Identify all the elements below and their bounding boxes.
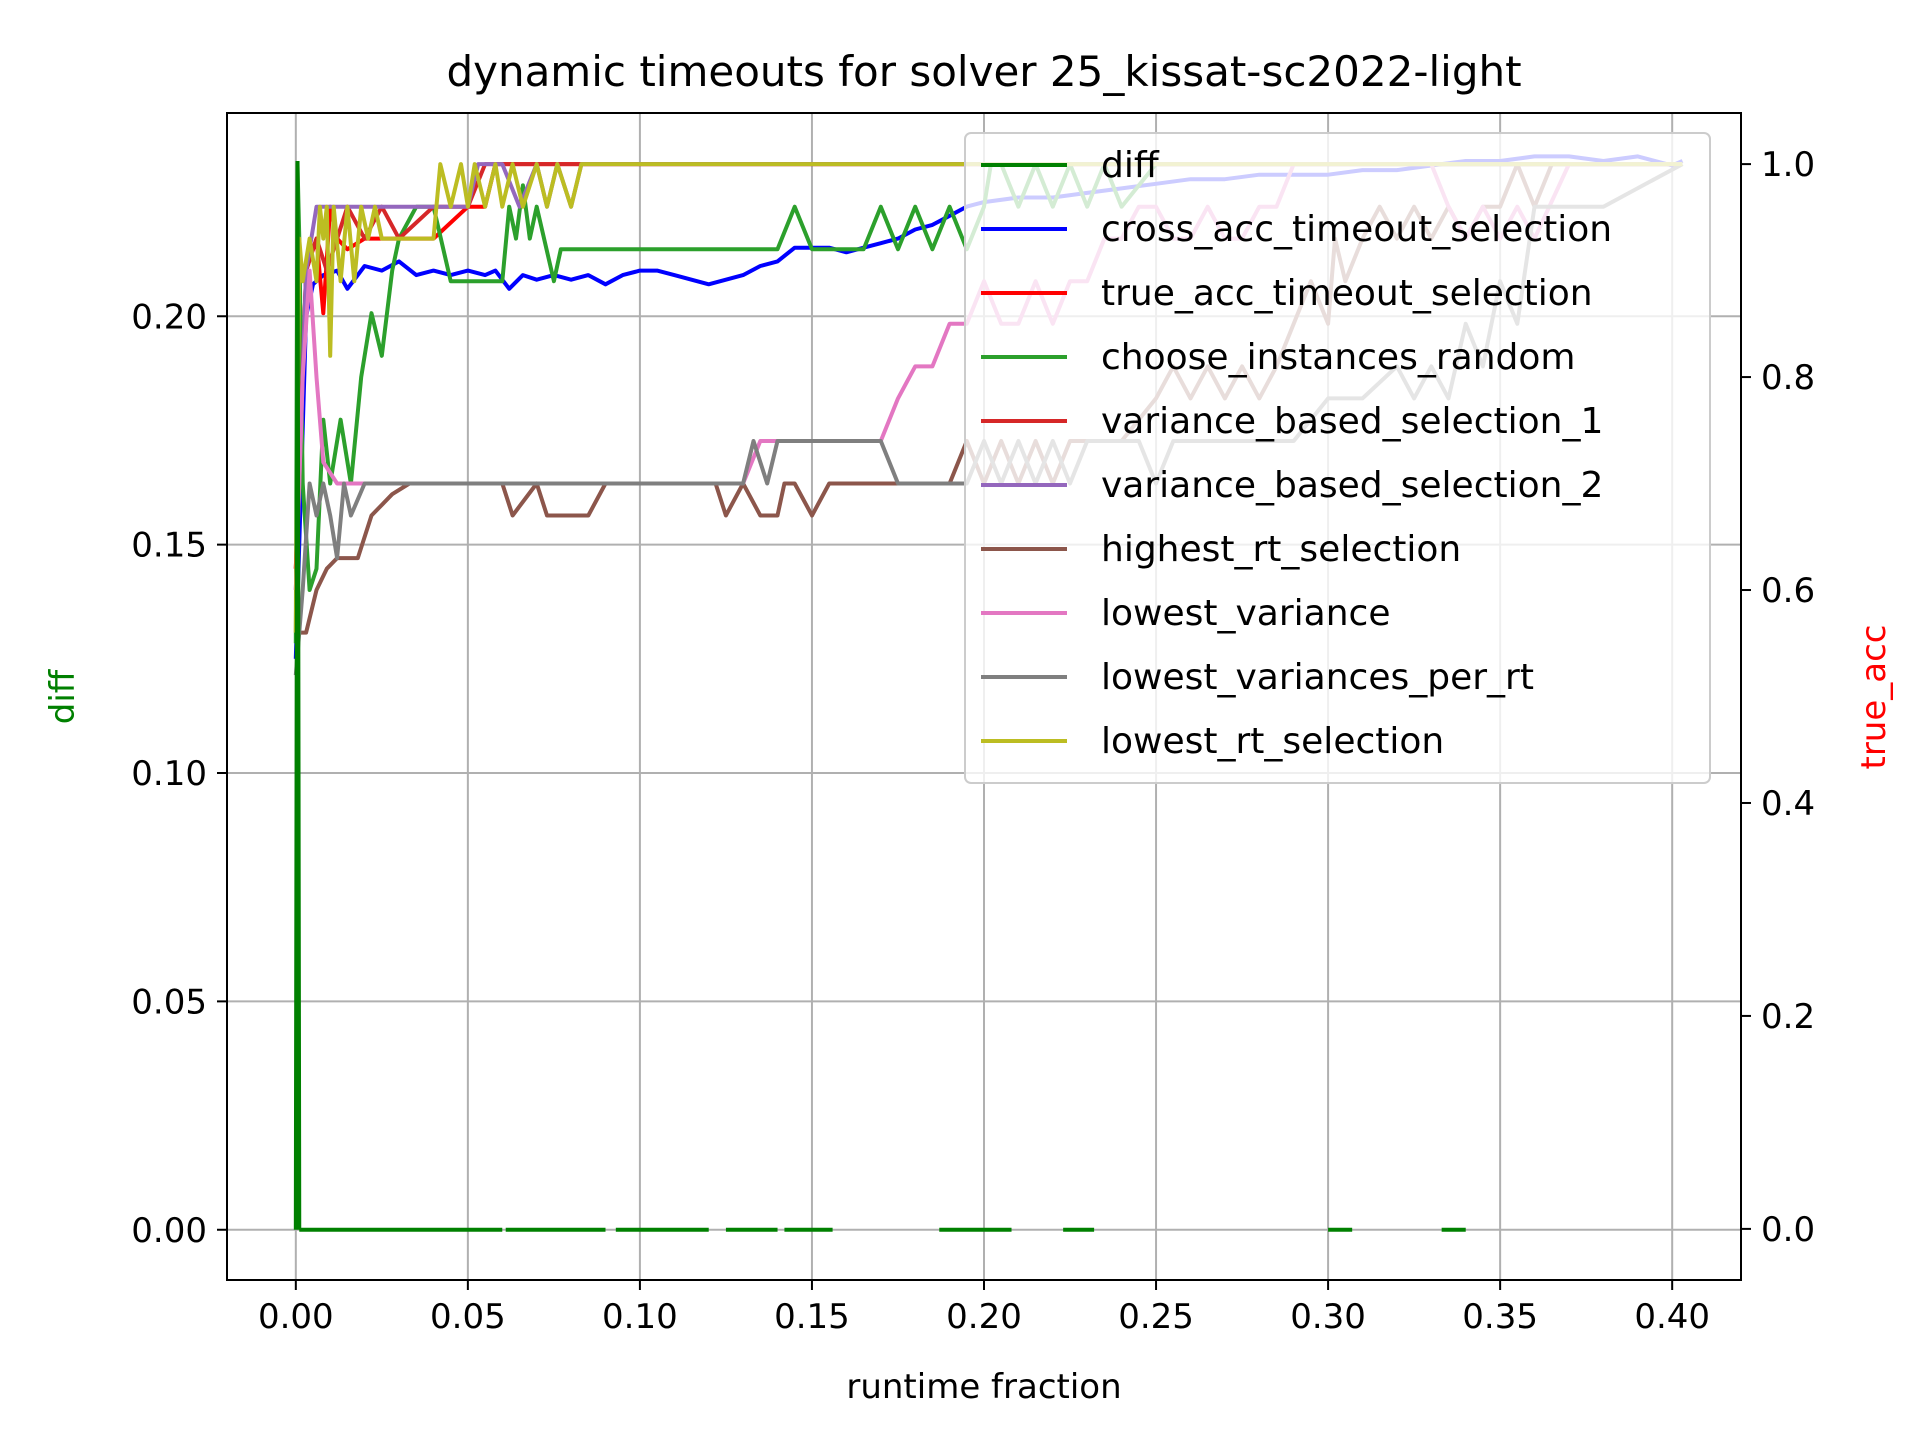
legend-label-cross_acc_timeout_selection: cross_acc_timeout_selection: [1101, 209, 1612, 250]
x-tick-label: 0.00: [258, 1297, 334, 1337]
legend-label-variance_based_selection_2: variance_based_selection_2: [1101, 465, 1603, 506]
legend-label-lowest_variances_per_rt: lowest_variances_per_rt: [1101, 657, 1534, 698]
legend-label-highest_rt_selection: highest_rt_selection: [1101, 529, 1461, 570]
y-left-axis-label: diff: [43, 668, 83, 724]
x-tick-label: 0.30: [1290, 1297, 1366, 1337]
legend-label-variance_based_selection_1: variance_based_selection_1: [1101, 401, 1603, 442]
legend-label-lowest_rt_selection: lowest_rt_selection: [1101, 721, 1444, 762]
x-tick-label: 0.25: [1118, 1297, 1194, 1337]
x-tick-label: 0.10: [602, 1297, 678, 1337]
legend-label-true_acc_timeout_selection: true_acc_timeout_selection: [1101, 273, 1593, 314]
legend-label-choose_instances_random: choose_instances_random: [1101, 337, 1575, 378]
legend-label-diff: diff: [1101, 145, 1160, 186]
y-right-ticks: 0.0 0.2 0.4 0.6 0.8 1.0: [1741, 145, 1815, 1250]
y-left-tick-label: 0.00: [131, 1211, 207, 1251]
y-right-tick-label: 0.2: [1761, 997, 1815, 1037]
x-tick-label: 0.15: [774, 1297, 850, 1337]
y-right-tick-label: 0.0: [1761, 1210, 1815, 1250]
y-right-tick-label: 0.6: [1761, 571, 1815, 611]
y-left-tick-label: 0.15: [131, 526, 207, 566]
y-right-tick-label: 1.0: [1761, 145, 1815, 185]
x-ticks: 0.00 0.05 0.10 0.15 0.20 0.25 0.30 0.35 0.40: [258, 1280, 1710, 1337]
y-left-tick-label: 0.10: [131, 754, 207, 794]
legend-box: [964, 132, 1711, 784]
legend: diff cross_acc_timeout_selection true_acc_…: [964, 132, 1711, 784]
x-tick-label: 0.35: [1462, 1297, 1538, 1337]
x-tick-label: 0.05: [430, 1297, 506, 1337]
series-line-diff: [293, 160, 302, 1230]
x-axis-label: runtime fraction: [846, 1367, 1121, 1407]
y-right-axis-label: true_acc: [1854, 625, 1894, 770]
chart-title: dynamic timeouts for solver 25_kissat-sc…: [446, 47, 1521, 96]
x-tick-label: 0.40: [1634, 1297, 1710, 1337]
series-line-lowest_rt_selection: [293, 162, 1683, 633]
legend-label-lowest_variance: lowest_variance: [1101, 593, 1390, 634]
y-right-tick-label: 0.4: [1761, 784, 1815, 824]
y-left-ticks: 0.00 0.05 0.10 0.15 0.20: [131, 297, 227, 1251]
y-left-tick-label: 0.20: [131, 297, 207, 337]
y-left-tick-label: 0.05: [131, 982, 207, 1022]
x-tick-label: 0.20: [946, 1297, 1022, 1337]
y-right-tick-label: 0.8: [1761, 358, 1815, 398]
